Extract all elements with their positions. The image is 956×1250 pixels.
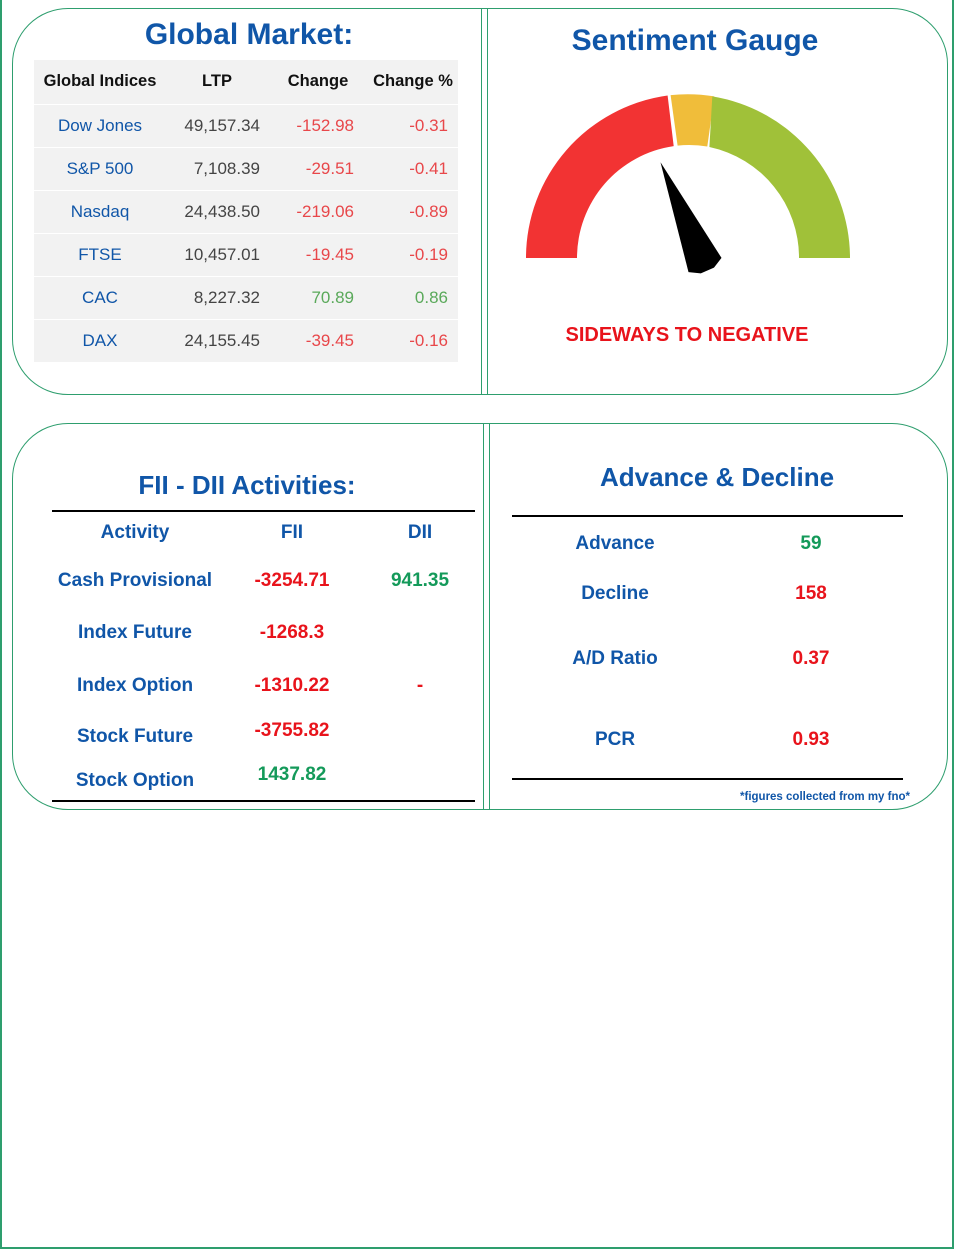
- index-change: 70.89: [268, 275, 368, 319]
- gauge-neutral-segment: [670, 94, 715, 147]
- ad-value: 0.37: [792, 648, 830, 669]
- fii-dii-title: FII - DII Activities:: [138, 470, 356, 500]
- global-indices-table: Global Indices LTP Change Change % Dow J…: [34, 60, 458, 362]
- advance-decline-title: Advance & Decline: [599, 462, 835, 492]
- index-name: FTSE: [34, 232, 166, 276]
- fii-value: -1268.3: [259, 622, 325, 643]
- fii-value: -1310.22: [254, 675, 330, 696]
- sentiment-gauge: [526, 94, 850, 274]
- fii-dii-header-activity: Activity: [100, 522, 170, 543]
- dii-value: 941.35: [390, 570, 450, 591]
- index-change-pct: -0.19: [368, 232, 458, 276]
- index-change: -152.98: [268, 103, 368, 147]
- fii-dii-activity-label: Cash Provisional: [57, 570, 213, 591]
- index-change-pct: -0.31: [368, 103, 458, 147]
- index-ltp: 24,438.50: [166, 189, 268, 233]
- index-ltp: 8,227.32: [166, 275, 268, 319]
- index-name: S&P 500: [34, 146, 166, 190]
- table-row: CAC 8,227.32 70.89 0.86: [34, 275, 458, 319]
- fii-dii-activity-label: Stock Future: [76, 726, 194, 747]
- sentiment-gauge-title: Sentiment Gauge: [571, 24, 819, 57]
- header-change-pct: Change %: [368, 60, 458, 104]
- header-ltp: LTP: [166, 60, 268, 104]
- ad-label: PCR: [594, 729, 636, 750]
- header-change: Change: [268, 60, 368, 104]
- index-change-pct: -0.89: [368, 189, 458, 233]
- index-change: -219.06: [268, 189, 368, 233]
- gauge-needle: [660, 162, 722, 274]
- fii-value: -3254.71: [254, 570, 330, 591]
- fii-value: 1437.82: [257, 764, 327, 785]
- index-change-pct: 0.86: [368, 275, 458, 319]
- table-row: Dow Jones 49,157.34 -152.98 -0.31: [34, 103, 458, 147]
- ad-label: Advance: [575, 533, 655, 554]
- fii-dii-activity-label: Index Option: [76, 675, 194, 696]
- advance-decline-bottom-rule: [512, 778, 903, 780]
- index-change-pct: -0.16: [368, 318, 458, 362]
- index-name: Nasdaq: [34, 189, 166, 233]
- index-ltp: 10,457.01: [166, 232, 268, 276]
- ad-value: 59: [800, 533, 822, 554]
- fii-value: -3755.82: [254, 720, 330, 741]
- bottom-panel-divider: [483, 424, 490, 809]
- fii-dii-activity-label: Stock Option: [75, 770, 195, 791]
- gauge-negative-segment: [526, 95, 674, 258]
- table-header-row: Global Indices LTP Change Change %: [34, 60, 458, 104]
- index-change: -19.45: [268, 232, 368, 276]
- ad-value: 158: [795, 583, 827, 604]
- dii-value: -: [416, 675, 424, 696]
- fii-dii-activity-label: Index Future: [77, 622, 192, 643]
- fii-dii-header-fii: FII: [280, 522, 304, 543]
- fii-dii-header-dii: DII: [407, 522, 433, 543]
- fii-dii-bottom-rule: [52, 800, 475, 802]
- index-change: -39.45: [268, 318, 368, 362]
- top-panel-divider: [481, 9, 488, 394]
- table-row: FTSE 10,457.01 -19.45 -0.19: [34, 232, 458, 276]
- index-name: CAC: [34, 275, 166, 319]
- index-name: Dow Jones: [34, 103, 166, 147]
- table-row: Nasdaq 24,438.50 -219.06 -0.89: [34, 189, 458, 233]
- index-name: DAX: [34, 318, 166, 362]
- fii-dii-top-rule: [52, 510, 475, 512]
- table-row: DAX 24,155.45 -39.45 -0.16: [34, 318, 458, 362]
- index-ltp: 24,155.45: [166, 318, 268, 362]
- ad-label: Decline: [581, 583, 649, 604]
- advance-decline-top-rule: [512, 515, 903, 517]
- figures-footnote: *figures collected from my fno*: [740, 791, 910, 803]
- index-ltp: 7,108.39: [166, 146, 268, 190]
- sentiment-label: SIDEWAYS TO NEGATIVE: [565, 324, 809, 346]
- index-ltp: 49,157.34: [166, 103, 268, 147]
- ad-label: A/D Ratio: [572, 648, 658, 669]
- bottom-panel: [12, 423, 948, 810]
- global-market-title: Global Market:: [144, 18, 354, 51]
- header-global-indices: Global Indices: [34, 60, 166, 104]
- index-change-pct: -0.41: [368, 146, 458, 190]
- index-change: -29.51: [268, 146, 368, 190]
- gauge-positive-segment: [709, 96, 850, 259]
- table-row: S&P 500 7,108.39 -29.51 -0.41: [34, 146, 458, 190]
- ad-value: 0.93: [792, 729, 830, 750]
